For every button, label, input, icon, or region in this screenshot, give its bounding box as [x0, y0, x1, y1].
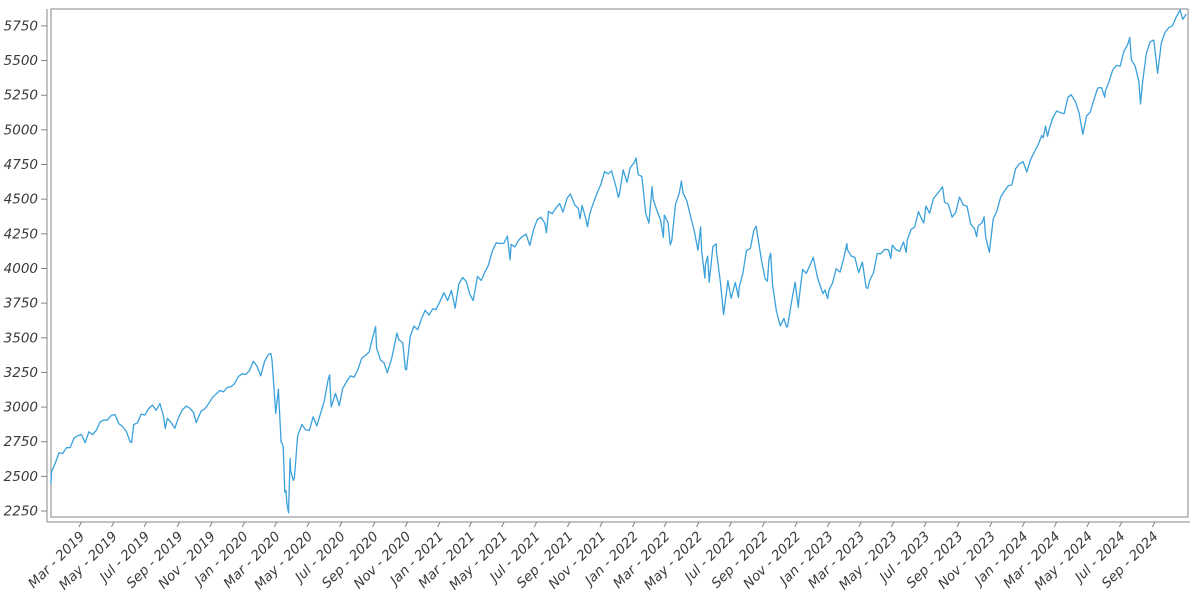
- y-tick-label: 4750: [4, 157, 38, 173]
- x-tick: [794, 521, 798, 528]
- x-tick: [338, 521, 343, 528]
- x-tick: [728, 521, 733, 528]
- x-tick: [761, 521, 766, 528]
- x-tick: [890, 521, 895, 528]
- x-tick: [632, 521, 636, 528]
- y-tick-label: 3250: [4, 365, 38, 381]
- x-tick: [241, 521, 246, 528]
- x-tick: [533, 521, 538, 528]
- y-tick-label: 2500: [4, 469, 38, 485]
- x-tick: [1053, 521, 1058, 528]
- x-tick: [599, 521, 603, 528]
- x-tick: [1086, 521, 1090, 528]
- plot-border: [50, 8, 1189, 518]
- x-tick: [404, 521, 409, 528]
- x-tick: [306, 521, 310, 528]
- y-tick-label: 2250: [4, 504, 38, 520]
- x-tick: [78, 521, 82, 528]
- x-tick: [501, 521, 505, 528]
- x-tick: [956, 521, 960, 528]
- y-tick-label: 3000: [4, 400, 38, 416]
- x-tick: [273, 521, 278, 528]
- x-tick: [468, 521, 473, 528]
- x-tick: [1118, 521, 1123, 528]
- x-tick: [923, 521, 927, 528]
- x-tick: [176, 521, 181, 528]
- y-tick-label: 4250: [4, 226, 38, 242]
- y-tick-label: 3750: [4, 296, 38, 312]
- x-tick: [696, 521, 700, 528]
- y-tick-label: 3500: [4, 330, 38, 346]
- x-tick: [143, 521, 147, 528]
- x-tick: [209, 521, 213, 528]
- x-tick: [663, 521, 667, 528]
- y-tick-label: 5250: [4, 88, 38, 104]
- x-tick: [566, 521, 571, 528]
- y-tick-label: 5000: [4, 122, 38, 138]
- x-tick: [372, 521, 376, 528]
- x-tick: [111, 521, 115, 528]
- y-tick-label: 2750: [4, 434, 38, 450]
- x-tick: [1151, 521, 1156, 528]
- x-tick: [1021, 521, 1026, 528]
- x-tick: [858, 521, 862, 528]
- x-tick: [437, 521, 441, 528]
- y-tick-label: 4500: [4, 192, 38, 208]
- price-line: [50, 9, 1187, 514]
- y-tick-label: 5750: [4, 18, 38, 34]
- x-tick: [989, 521, 993, 528]
- y-tick-label: 4000: [4, 261, 38, 277]
- y-tick-label: 5500: [4, 53, 38, 69]
- x-tick: [826, 521, 831, 528]
